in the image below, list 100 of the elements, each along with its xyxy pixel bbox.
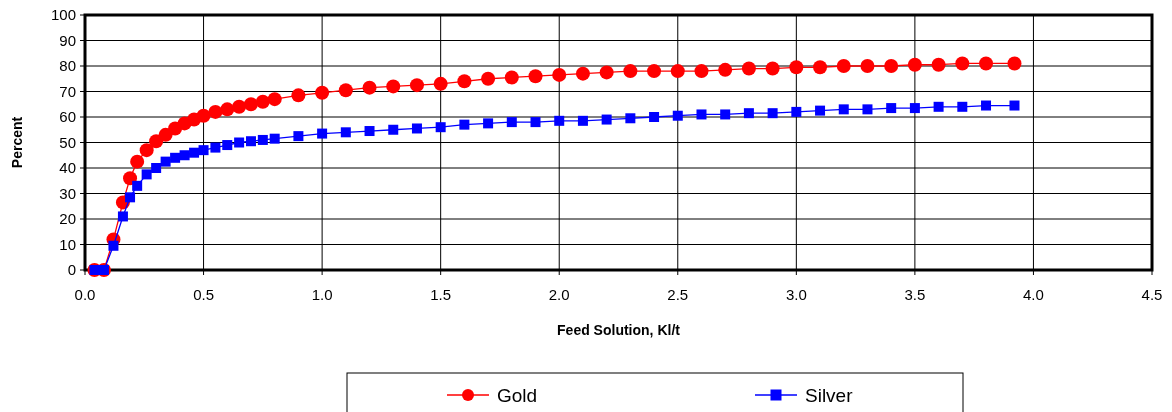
point — [459, 119, 470, 130]
y-tick-label: 50 — [59, 133, 76, 151]
point — [672, 110, 683, 121]
point — [117, 211, 128, 222]
point — [504, 70, 519, 85]
point — [599, 65, 614, 80]
point — [234, 137, 245, 148]
point — [481, 71, 496, 86]
point — [741, 61, 756, 76]
point — [838, 104, 849, 115]
y-tick-label: 40 — [59, 159, 76, 177]
point — [554, 115, 565, 126]
point — [981, 100, 992, 111]
point — [210, 142, 221, 153]
point — [720, 109, 731, 120]
point — [189, 147, 200, 158]
point — [623, 64, 638, 79]
point — [125, 192, 136, 203]
point — [139, 143, 154, 158]
point — [220, 102, 235, 117]
point — [208, 104, 223, 119]
point — [815, 105, 826, 116]
point — [718, 62, 733, 77]
point — [670, 64, 685, 79]
point — [435, 122, 446, 133]
y-tick-label: 10 — [59, 235, 76, 253]
point — [243, 97, 258, 112]
y-tick-label: 70 — [59, 82, 76, 100]
point — [386, 79, 401, 94]
point — [433, 76, 448, 91]
point — [198, 145, 209, 156]
point — [552, 67, 567, 82]
point — [123, 171, 138, 186]
point — [232, 99, 247, 114]
x-tick-label: 3.0 — [785, 286, 807, 303]
point — [160, 156, 171, 167]
point — [338, 83, 353, 98]
x-tick-label: 2.5 — [667, 286, 689, 303]
x-tick-label: 4.0 — [1023, 286, 1044, 303]
point — [132, 180, 143, 191]
y-tick-label: 100 — [50, 6, 76, 24]
point — [530, 117, 541, 128]
point — [457, 74, 472, 89]
x-tick-label: 2.0 — [548, 286, 570, 303]
point — [957, 101, 968, 112]
point — [528, 69, 543, 84]
point — [813, 60, 828, 75]
point — [149, 134, 164, 149]
y-tick-label: 30 — [59, 184, 76, 202]
point — [196, 108, 211, 123]
point — [411, 123, 422, 134]
x-tick-label: 3.5 — [904, 286, 926, 303]
point — [108, 240, 119, 251]
point — [267, 92, 282, 107]
point — [364, 126, 375, 137]
point — [1009, 100, 1020, 111]
point — [886, 103, 897, 114]
x-tick-label: 0.5 — [193, 286, 214, 303]
point — [933, 101, 944, 112]
point — [647, 64, 662, 79]
point — [696, 109, 707, 120]
point — [979, 56, 994, 71]
legend-label: Gold — [497, 384, 538, 406]
point — [625, 113, 636, 124]
point — [269, 133, 280, 144]
point — [141, 169, 152, 180]
point — [255, 94, 270, 109]
point — [291, 88, 306, 103]
point — [506, 117, 517, 128]
point — [907, 57, 922, 72]
y-tick-label: 20 — [59, 210, 76, 228]
x-tick-label: 1.0 — [311, 286, 333, 303]
point — [862, 104, 873, 115]
point — [409, 78, 424, 93]
point — [130, 154, 145, 169]
point — [884, 59, 899, 73]
point — [743, 108, 754, 119]
point — [955, 56, 970, 71]
point — [860, 59, 875, 73]
point — [170, 152, 181, 163]
point — [909, 103, 920, 114]
point — [577, 115, 588, 126]
point — [789, 60, 804, 75]
x-tick-label: 0.0 — [74, 286, 96, 303]
point — [245, 136, 256, 147]
point — [340, 127, 351, 138]
point — [836, 59, 851, 73]
x-tick-label: 4.5 — [1141, 286, 1163, 303]
point — [293, 131, 304, 142]
point — [151, 163, 162, 173]
point — [601, 114, 612, 125]
point — [1007, 56, 1022, 71]
point — [222, 140, 233, 151]
x-axis-title: Feed Solution, Kl/t — [557, 322, 681, 338]
legend-label: Silver — [805, 384, 854, 406]
x-tick-label: 1.5 — [430, 286, 452, 303]
point — [767, 108, 778, 119]
point — [179, 150, 190, 161]
point — [257, 134, 268, 145]
point — [317, 128, 328, 139]
